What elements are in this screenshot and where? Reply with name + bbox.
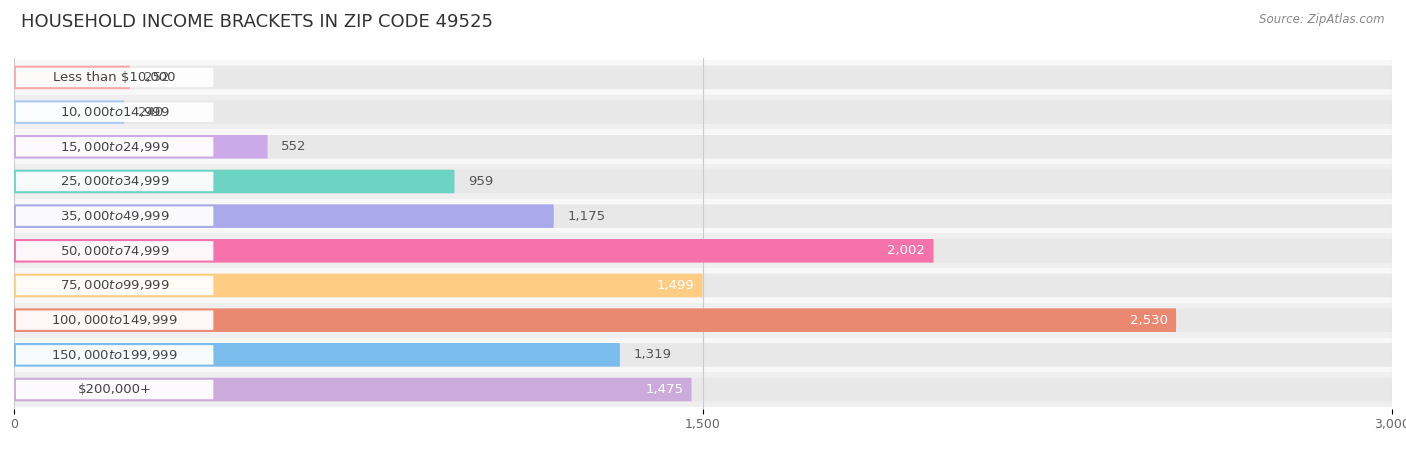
FancyBboxPatch shape bbox=[14, 170, 454, 193]
FancyBboxPatch shape bbox=[15, 207, 214, 226]
Bar bbox=[14, 95, 1392, 129]
Text: Less than $10,000: Less than $10,000 bbox=[53, 71, 176, 84]
Text: 1,499: 1,499 bbox=[657, 279, 695, 292]
Text: Source: ZipAtlas.com: Source: ZipAtlas.com bbox=[1260, 13, 1385, 26]
Text: HOUSEHOLD INCOME BRACKETS IN ZIP CODE 49525: HOUSEHOLD INCOME BRACKETS IN ZIP CODE 49… bbox=[21, 13, 494, 31]
Text: $25,000 to $34,999: $25,000 to $34,999 bbox=[60, 175, 170, 189]
Text: $50,000 to $74,999: $50,000 to $74,999 bbox=[60, 244, 170, 258]
Text: $10,000 to $14,999: $10,000 to $14,999 bbox=[60, 105, 170, 119]
FancyBboxPatch shape bbox=[14, 239, 934, 263]
Bar bbox=[14, 268, 1392, 303]
FancyBboxPatch shape bbox=[14, 274, 703, 297]
FancyBboxPatch shape bbox=[14, 66, 129, 89]
FancyBboxPatch shape bbox=[14, 308, 1392, 332]
Text: 240: 240 bbox=[138, 106, 163, 119]
Bar bbox=[14, 129, 1392, 164]
Text: 1,475: 1,475 bbox=[645, 383, 683, 396]
FancyBboxPatch shape bbox=[15, 172, 214, 191]
FancyBboxPatch shape bbox=[15, 380, 214, 399]
FancyBboxPatch shape bbox=[14, 100, 124, 124]
Text: 2,530: 2,530 bbox=[1130, 314, 1168, 327]
FancyBboxPatch shape bbox=[14, 343, 620, 367]
Text: 252: 252 bbox=[143, 71, 169, 84]
Bar bbox=[14, 338, 1392, 372]
FancyBboxPatch shape bbox=[14, 204, 1392, 228]
Bar bbox=[14, 233, 1392, 268]
FancyBboxPatch shape bbox=[15, 345, 214, 365]
FancyBboxPatch shape bbox=[15, 137, 214, 157]
FancyBboxPatch shape bbox=[14, 239, 1392, 263]
FancyBboxPatch shape bbox=[14, 378, 1392, 401]
Text: $75,000 to $99,999: $75,000 to $99,999 bbox=[60, 278, 170, 292]
FancyBboxPatch shape bbox=[14, 100, 1392, 124]
FancyBboxPatch shape bbox=[14, 378, 692, 401]
FancyBboxPatch shape bbox=[15, 102, 214, 122]
Text: 959: 959 bbox=[468, 175, 494, 188]
FancyBboxPatch shape bbox=[14, 66, 1392, 89]
Text: 2,002: 2,002 bbox=[887, 244, 925, 257]
Bar bbox=[14, 60, 1392, 95]
FancyBboxPatch shape bbox=[15, 68, 214, 87]
FancyBboxPatch shape bbox=[14, 135, 267, 158]
Text: $15,000 to $24,999: $15,000 to $24,999 bbox=[60, 140, 170, 154]
FancyBboxPatch shape bbox=[15, 241, 214, 260]
FancyBboxPatch shape bbox=[14, 308, 1175, 332]
Text: $200,000+: $200,000+ bbox=[77, 383, 152, 396]
Bar bbox=[14, 199, 1392, 233]
Bar bbox=[14, 372, 1392, 407]
Text: $100,000 to $149,999: $100,000 to $149,999 bbox=[52, 313, 179, 327]
FancyBboxPatch shape bbox=[15, 276, 214, 295]
Bar bbox=[14, 303, 1392, 338]
FancyBboxPatch shape bbox=[14, 274, 1392, 297]
FancyBboxPatch shape bbox=[14, 204, 554, 228]
Text: 1,319: 1,319 bbox=[634, 348, 672, 361]
FancyBboxPatch shape bbox=[14, 135, 1392, 158]
Text: $35,000 to $49,999: $35,000 to $49,999 bbox=[60, 209, 170, 223]
FancyBboxPatch shape bbox=[14, 343, 1392, 367]
Text: 1,175: 1,175 bbox=[568, 210, 606, 223]
FancyBboxPatch shape bbox=[14, 170, 1392, 193]
Text: $150,000 to $199,999: $150,000 to $199,999 bbox=[52, 348, 179, 362]
Bar bbox=[14, 164, 1392, 199]
Text: 552: 552 bbox=[281, 140, 307, 153]
FancyBboxPatch shape bbox=[15, 310, 214, 330]
